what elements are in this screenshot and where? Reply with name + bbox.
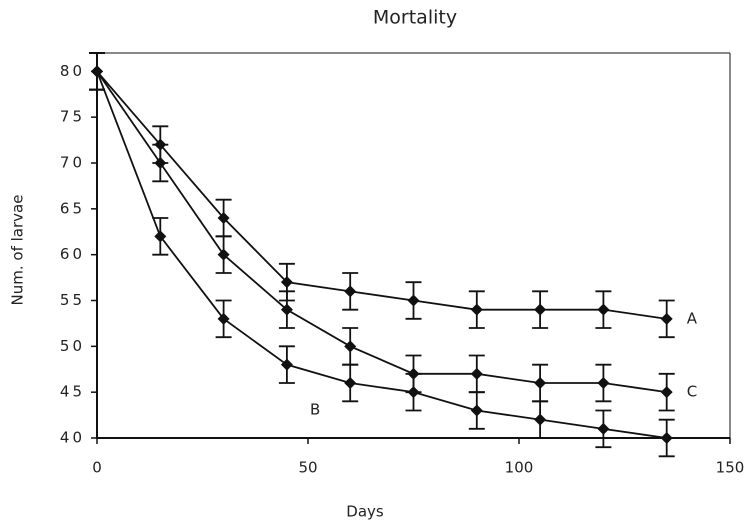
marker xyxy=(470,367,483,380)
x-axis-label: Days xyxy=(346,503,384,521)
marker xyxy=(154,230,167,243)
marker xyxy=(597,377,610,389)
marker xyxy=(660,312,673,325)
marker xyxy=(597,303,610,316)
y-tick-label: 45 xyxy=(60,383,85,401)
marker xyxy=(407,294,420,307)
series-label: B xyxy=(310,401,320,419)
x-tick-label: 0 xyxy=(92,459,102,477)
y-tick-label: 80 xyxy=(60,62,85,80)
marker xyxy=(470,404,483,417)
marker xyxy=(660,386,673,399)
marker xyxy=(534,413,547,426)
y-tick-label: 70 xyxy=(60,154,85,172)
marker xyxy=(280,276,293,289)
marker xyxy=(344,285,357,298)
marker xyxy=(217,248,230,261)
y-tick-label: 40 xyxy=(60,429,85,447)
x-tick-label: 50 xyxy=(298,459,317,477)
x-tick-label: 150 xyxy=(716,459,745,477)
marker xyxy=(344,377,357,389)
marker xyxy=(660,432,673,444)
y-tick-label: 55 xyxy=(60,291,85,309)
marker xyxy=(470,303,483,316)
marker xyxy=(217,212,230,224)
series-line xyxy=(96,70,667,394)
chart-title: Mortality xyxy=(373,7,457,29)
marker xyxy=(534,377,547,389)
series-line xyxy=(96,70,667,320)
marker xyxy=(280,303,293,316)
series-label: C xyxy=(687,383,697,401)
y-tick-label: 60 xyxy=(60,245,85,263)
marker xyxy=(597,422,610,435)
marker xyxy=(407,367,420,380)
marker xyxy=(91,65,103,78)
y-axis-label: Num. of larvae xyxy=(9,195,27,306)
series-line xyxy=(96,71,667,439)
y-tick-label: 75 xyxy=(60,108,85,126)
y-tick-label: 65 xyxy=(60,199,85,217)
marker xyxy=(217,312,230,325)
series-label: A xyxy=(687,309,698,327)
marker xyxy=(534,303,547,316)
marker xyxy=(344,340,357,353)
y-tick-label: 50 xyxy=(60,337,85,355)
x-tick-label: 100 xyxy=(505,459,534,477)
marker xyxy=(280,358,293,371)
marker xyxy=(154,157,167,169)
